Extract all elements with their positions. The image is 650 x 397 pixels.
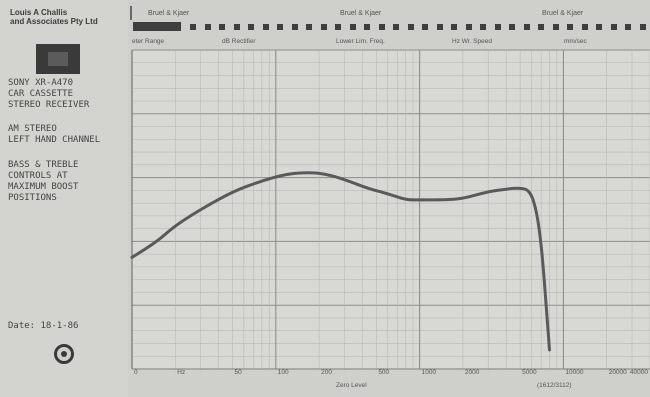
zero-level-label: Zero Level	[336, 382, 367, 389]
sprocket-hole	[306, 24, 312, 30]
sprocket-hole	[552, 24, 559, 30]
chart-code: (1612/3112)	[537, 382, 572, 389]
sprocket-hole	[509, 24, 515, 30]
brand-label-2: Bruel & Kjaer	[340, 10, 382, 17]
x-tick-label: 2000	[464, 369, 480, 376]
sprocket-hole	[233, 24, 240, 30]
x-tick-label: 40000	[629, 369, 648, 376]
lower-lim-freq-label: Lower Lim. Freq.	[336, 38, 385, 45]
brand-label-1: Bruel & Kjaer	[148, 10, 190, 17]
sprocket-hole	[364, 24, 370, 30]
seal-icon	[54, 344, 74, 364]
sprocket-hole	[451, 24, 457, 30]
sprocket-hole	[219, 24, 225, 30]
sprocket-hole	[581, 24, 588, 30]
sprocket-hole	[378, 24, 385, 30]
db-rectifier-label: dB Rectifier	[222, 38, 256, 45]
hz-wr-speed-label: Hz Wr. Speed	[452, 38, 492, 45]
mm-sec-label: mm/sec	[564, 38, 587, 45]
meter-range-label: eter Range	[132, 38, 165, 45]
response-curve	[130, 171, 551, 352]
x-tick-label: 200	[321, 369, 332, 376]
sprocket-hole	[291, 24, 298, 30]
sprocket-hole	[262, 24, 269, 30]
sprocket-hole	[277, 24, 283, 30]
sprocket-hole	[349, 24, 356, 30]
x-tick-label: 20000	[608, 369, 627, 376]
sprocket-hole	[567, 24, 573, 30]
x-tick-label: 500	[378, 369, 390, 376]
sprocket-hole	[248, 24, 254, 30]
device-description: SONY XR-A470 CAR CASSETTE STEREO RECEIVE…	[8, 78, 90, 110]
sprocket-hole	[596, 24, 602, 30]
brand-tick	[130, 6, 132, 20]
x-tick-label: 0	[134, 369, 138, 376]
sprocket-hole	[538, 24, 544, 30]
x-tick-label: 1000	[421, 369, 437, 376]
brand-label-3: Bruel & Kjaer	[542, 10, 584, 17]
test-date: Date: 18-1-86	[8, 321, 79, 331]
left-info-panel: Louis A Challis and Associates Pty Ltd S…	[0, 0, 128, 397]
sprocket-hole	[393, 24, 399, 30]
sprocket-hole	[436, 24, 443, 30]
company-name: Louis A Challis and Associates Pty Ltd	[10, 8, 98, 26]
x-tick-label: 5000	[522, 369, 537, 376]
sprocket-hole	[204, 24, 211, 30]
company-line-1: Louis A Challis	[10, 8, 68, 17]
sprocket-hole	[639, 24, 646, 30]
sprocket-hole	[625, 24, 631, 30]
sprocket-hole	[422, 24, 428, 30]
x-tick-label: Hz	[177, 369, 186, 376]
control-note: BASS & TREBLE CONTROLS AT MAXIMUM BOOST …	[8, 160, 79, 203]
sprocket-hole	[465, 24, 472, 30]
mode-description: AM STEREO LEFT HAND CHANNEL	[8, 124, 101, 145]
chart-header: eter Range dB Rectifier Lower Lim. Freq.…	[132, 36, 650, 50]
logo-block-icon	[36, 44, 80, 74]
sprocket-hole	[407, 24, 414, 30]
paper-sprocket-lead	[133, 22, 181, 31]
company-line-2: and Associates Pty Ltd	[10, 17, 98, 26]
sprocket-hole	[335, 24, 341, 30]
sprocket-hole	[494, 24, 501, 30]
x-tick-label: 100	[277, 369, 289, 376]
sprocket-hole	[523, 24, 530, 30]
x-tick-label: 10000	[565, 369, 584, 376]
x-tick-label: 50	[234, 369, 242, 376]
sprocket-hole	[320, 24, 327, 30]
sprocket-hole	[190, 24, 196, 30]
sprocket-hole	[480, 24, 486, 30]
sprocket-hole	[610, 24, 617, 30]
